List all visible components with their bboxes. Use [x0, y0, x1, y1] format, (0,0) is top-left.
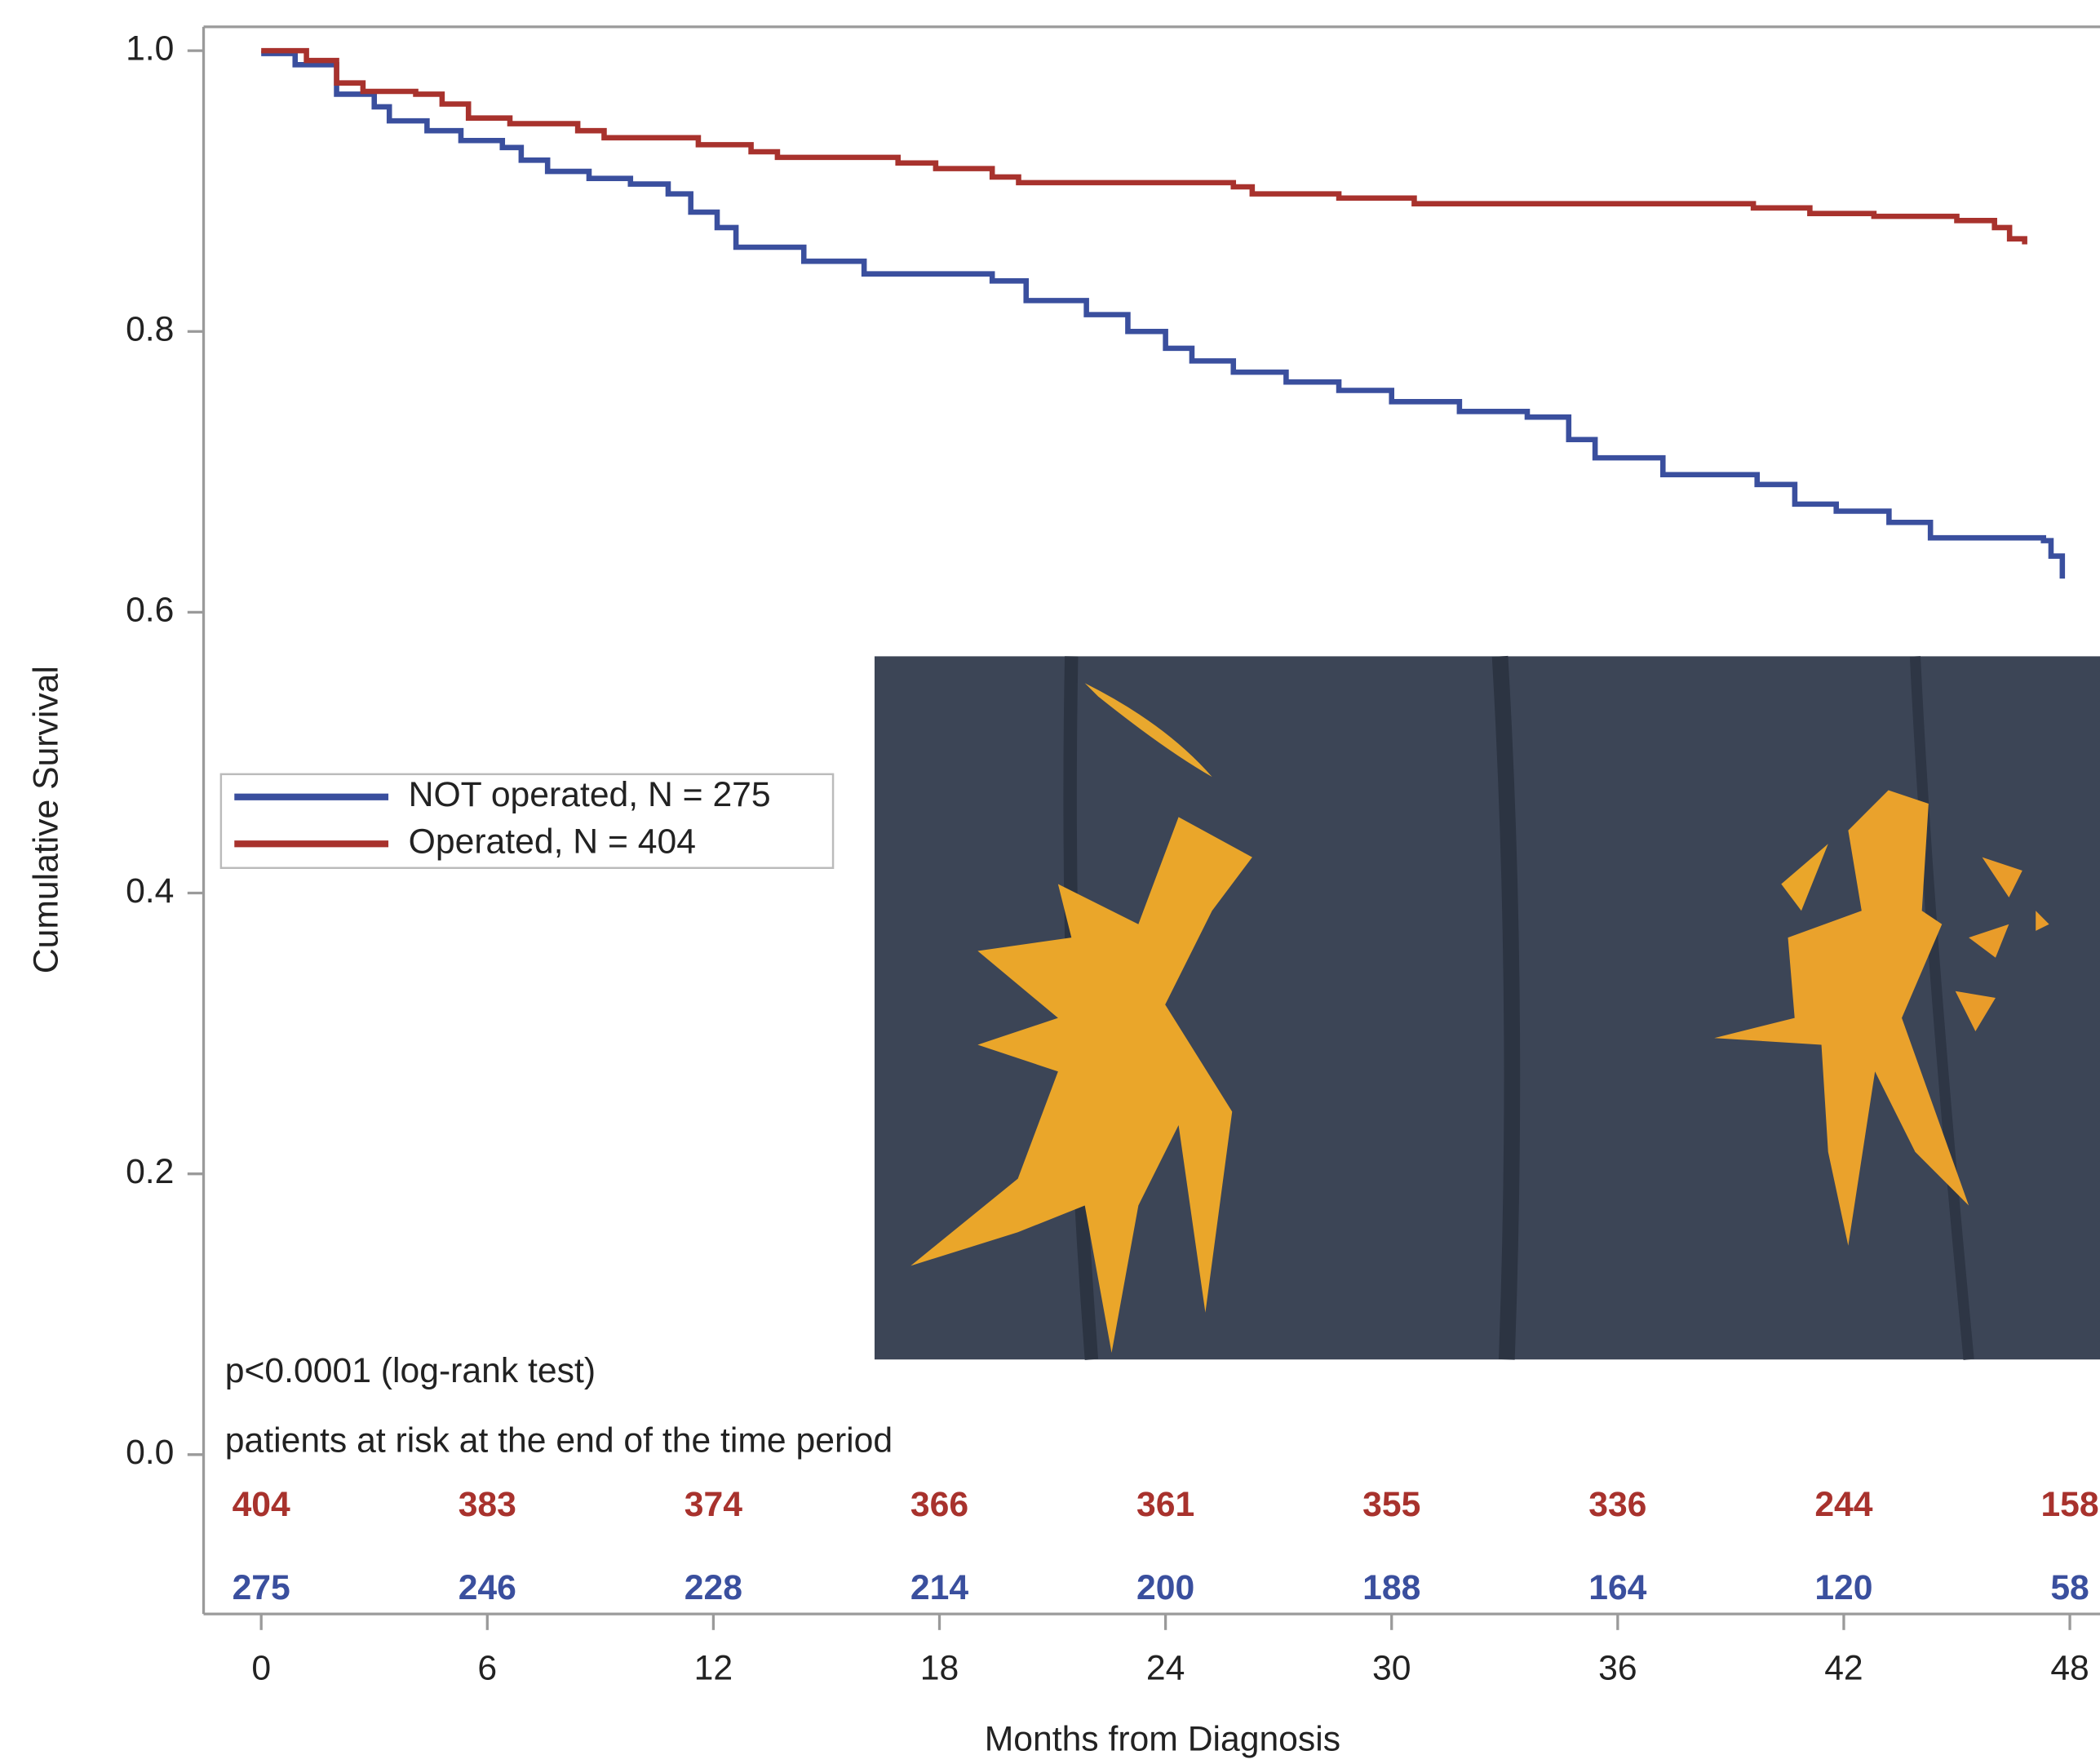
- at-risk-count: 246: [459, 1568, 516, 1607]
- x-tick-label: 18: [920, 1648, 959, 1687]
- y-tick-label: 0.6: [126, 591, 174, 630]
- y-axis-title: Cumulative Survival: [26, 666, 65, 973]
- survival-curve: [261, 54, 2062, 579]
- at-risk-count: 361: [1136, 1485, 1194, 1524]
- chart: 1.0 0.8 0.6 0.4 0.2 0.0 0 6 12 18 24 30 36 42 48 Months…: [0, 0, 2100, 1764]
- at-risk-count: 404: [233, 1485, 290, 1524]
- at-risk-count: 336: [1588, 1485, 1646, 1524]
- at-risk-count: 120: [1814, 1568, 1872, 1607]
- y-tick-label: 0.4: [126, 871, 174, 911]
- at-risk-count: 244: [1814, 1485, 1872, 1524]
- at-risk-count: 366: [910, 1485, 968, 1524]
- y-tick-label: 0.0: [126, 1433, 174, 1472]
- legend-label: Operated, N = 404: [409, 822, 696, 861]
- at-risk-count: 374: [684, 1485, 742, 1524]
- at-risk-count: 355: [1362, 1485, 1420, 1524]
- legend-label: NOT operated, N = 275: [409, 775, 771, 814]
- at-risk-count: 200: [1136, 1568, 1194, 1607]
- at-risk-count: 158: [2040, 1485, 2098, 1524]
- x-tick-label: 24: [1146, 1648, 1185, 1687]
- at-risk-count: 228: [684, 1568, 742, 1607]
- x-tick-label: 42: [1824, 1648, 1863, 1687]
- x-tick-label: 0: [251, 1648, 271, 1687]
- at-risk-count: 164: [1588, 1568, 1646, 1607]
- at-risk-count: 188: [1362, 1568, 1420, 1607]
- x-tick-label: 36: [1598, 1648, 1637, 1687]
- x-tick-label: 6: [477, 1648, 497, 1687]
- page: {"chart_data": {"type": "line", "step": …: [0, 0, 2100, 1764]
- x-tick-label: 12: [694, 1648, 733, 1687]
- x-tick-label: 30: [1372, 1648, 1411, 1687]
- at-risk-count: 275: [233, 1568, 290, 1607]
- annotation: p<0.0001 (log-rank test): [225, 1351, 596, 1390]
- at-risk-count: 383: [459, 1485, 516, 1524]
- x-axis-title: Months from Diagnosis: [985, 1719, 1340, 1758]
- photo-inset: [875, 656, 2100, 1359]
- survival-curve: [261, 51, 2024, 244]
- x-tick-label: 48: [2050, 1648, 2089, 1687]
- at-risk-count: 58: [2050, 1568, 2089, 1607]
- y-tick-label: 0.8: [126, 310, 174, 349]
- y-tick-label: 0.2: [126, 1152, 174, 1191]
- at-risk-title: patients at risk at the end of the time …: [225, 1421, 893, 1460]
- y-tick-label: 1.0: [126, 29, 174, 68]
- at-risk-count: 214: [910, 1568, 968, 1607]
